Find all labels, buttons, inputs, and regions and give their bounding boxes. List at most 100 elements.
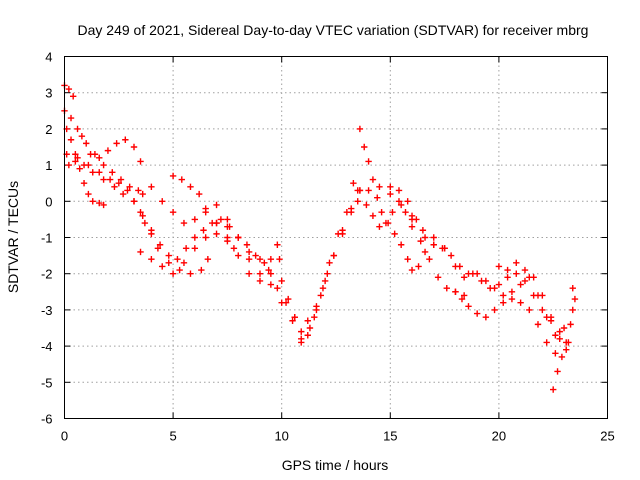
data-point: [137, 158, 144, 165]
data-point: [67, 136, 75, 143]
y-tick-label: 4: [45, 50, 52, 65]
data-point: [434, 274, 442, 281]
data-point: [191, 216, 199, 223]
data-point: [119, 190, 127, 198]
data-point: [330, 252, 338, 259]
data-point: [313, 303, 320, 310]
data-point: [130, 198, 138, 205]
x-tick-label: 20: [492, 429, 506, 444]
plot-frame: [64, 56, 608, 419]
data-point: [354, 198, 361, 205]
data-point: [148, 256, 155, 263]
data-point: [311, 313, 318, 321]
data-point: [154, 245, 162, 252]
data-point: [547, 313, 555, 321]
data-point: [441, 245, 448, 252]
data-point: [404, 198, 411, 205]
data-point: [567, 321, 574, 328]
data-point: [387, 190, 394, 198]
data-point: [274, 284, 281, 292]
data-point: [460, 292, 468, 299]
data-point: [452, 263, 459, 270]
data-point: [224, 223, 231, 230]
data-point: [148, 227, 155, 234]
data-points: [61, 82, 579, 393]
data-point: [421, 248, 429, 256]
data-point: [213, 201, 220, 209]
data-point: [356, 187, 364, 194]
x-tick-label: 15: [383, 429, 397, 444]
data-point: [256, 270, 264, 277]
data-point: [176, 266, 183, 274]
data-point: [285, 295, 292, 303]
data-point: [180, 259, 188, 267]
data-point: [109, 169, 116, 176]
data-point: [200, 227, 207, 234]
data-point: [534, 321, 542, 328]
data-point: [72, 151, 79, 158]
data-point: [261, 259, 268, 267]
data-point: [517, 281, 524, 288]
data-point: [169, 270, 177, 277]
data-point: [165, 252, 172, 259]
data-point: [267, 256, 275, 263]
data-point: [235, 234, 242, 241]
data-point: [69, 93, 77, 100]
data-point: [571, 295, 579, 303]
series-track-k: [356, 125, 448, 274]
grid-lines: [64, 56, 608, 419]
series-track-j: [278, 187, 361, 335]
data-point: [495, 281, 503, 288]
data-point: [100, 201, 107, 209]
data-point: [204, 256, 212, 263]
data-point: [395, 187, 403, 194]
data-point: [563, 339, 570, 346]
data-point: [430, 241, 437, 248]
series-track-p: [495, 259, 576, 353]
data-point: [224, 216, 231, 223]
data-point: [198, 266, 205, 274]
data-point: [517, 299, 524, 306]
series-track-d: [65, 158, 212, 277]
data-point: [180, 219, 188, 227]
data-point: [348, 205, 355, 212]
data-point: [430, 234, 437, 241]
data-point: [195, 190, 203, 198]
data-point: [100, 161, 107, 169]
data-point: [495, 263, 503, 270]
data-point: [169, 172, 177, 180]
data-point: [408, 266, 416, 274]
data-point: [391, 230, 398, 238]
data-point: [298, 339, 305, 346]
data-point: [530, 292, 537, 299]
y-tick-label: 3: [45, 86, 52, 101]
data-point: [369, 212, 377, 219]
data-point: [137, 248, 144, 256]
data-point: [85, 161, 92, 169]
data-point: [369, 176, 377, 183]
data-point: [124, 187, 131, 194]
y-tick-label: 2: [45, 122, 52, 137]
data-point: [191, 234, 199, 241]
data-point: [135, 187, 142, 194]
data-point: [217, 216, 225, 223]
data-point: [421, 234, 429, 241]
data-point: [402, 208, 409, 216]
data-point: [447, 252, 455, 259]
series-track-o: [452, 288, 559, 357]
x-tick-label: 10: [274, 429, 288, 444]
data-point: [67, 114, 75, 122]
data-point: [100, 176, 107, 183]
data-point: [469, 270, 477, 277]
data-point: [230, 245, 238, 252]
data-point: [552, 350, 559, 357]
data-point: [473, 310, 481, 317]
x-tick-label: 0: [61, 429, 68, 444]
data-point: [306, 324, 314, 332]
y-tick-label: -6: [41, 412, 53, 427]
data-point: [274, 241, 281, 248]
data-point: [539, 292, 546, 299]
series-track-l: [350, 180, 468, 299]
data-point: [182, 245, 190, 252]
series-track-a: [61, 82, 144, 165]
